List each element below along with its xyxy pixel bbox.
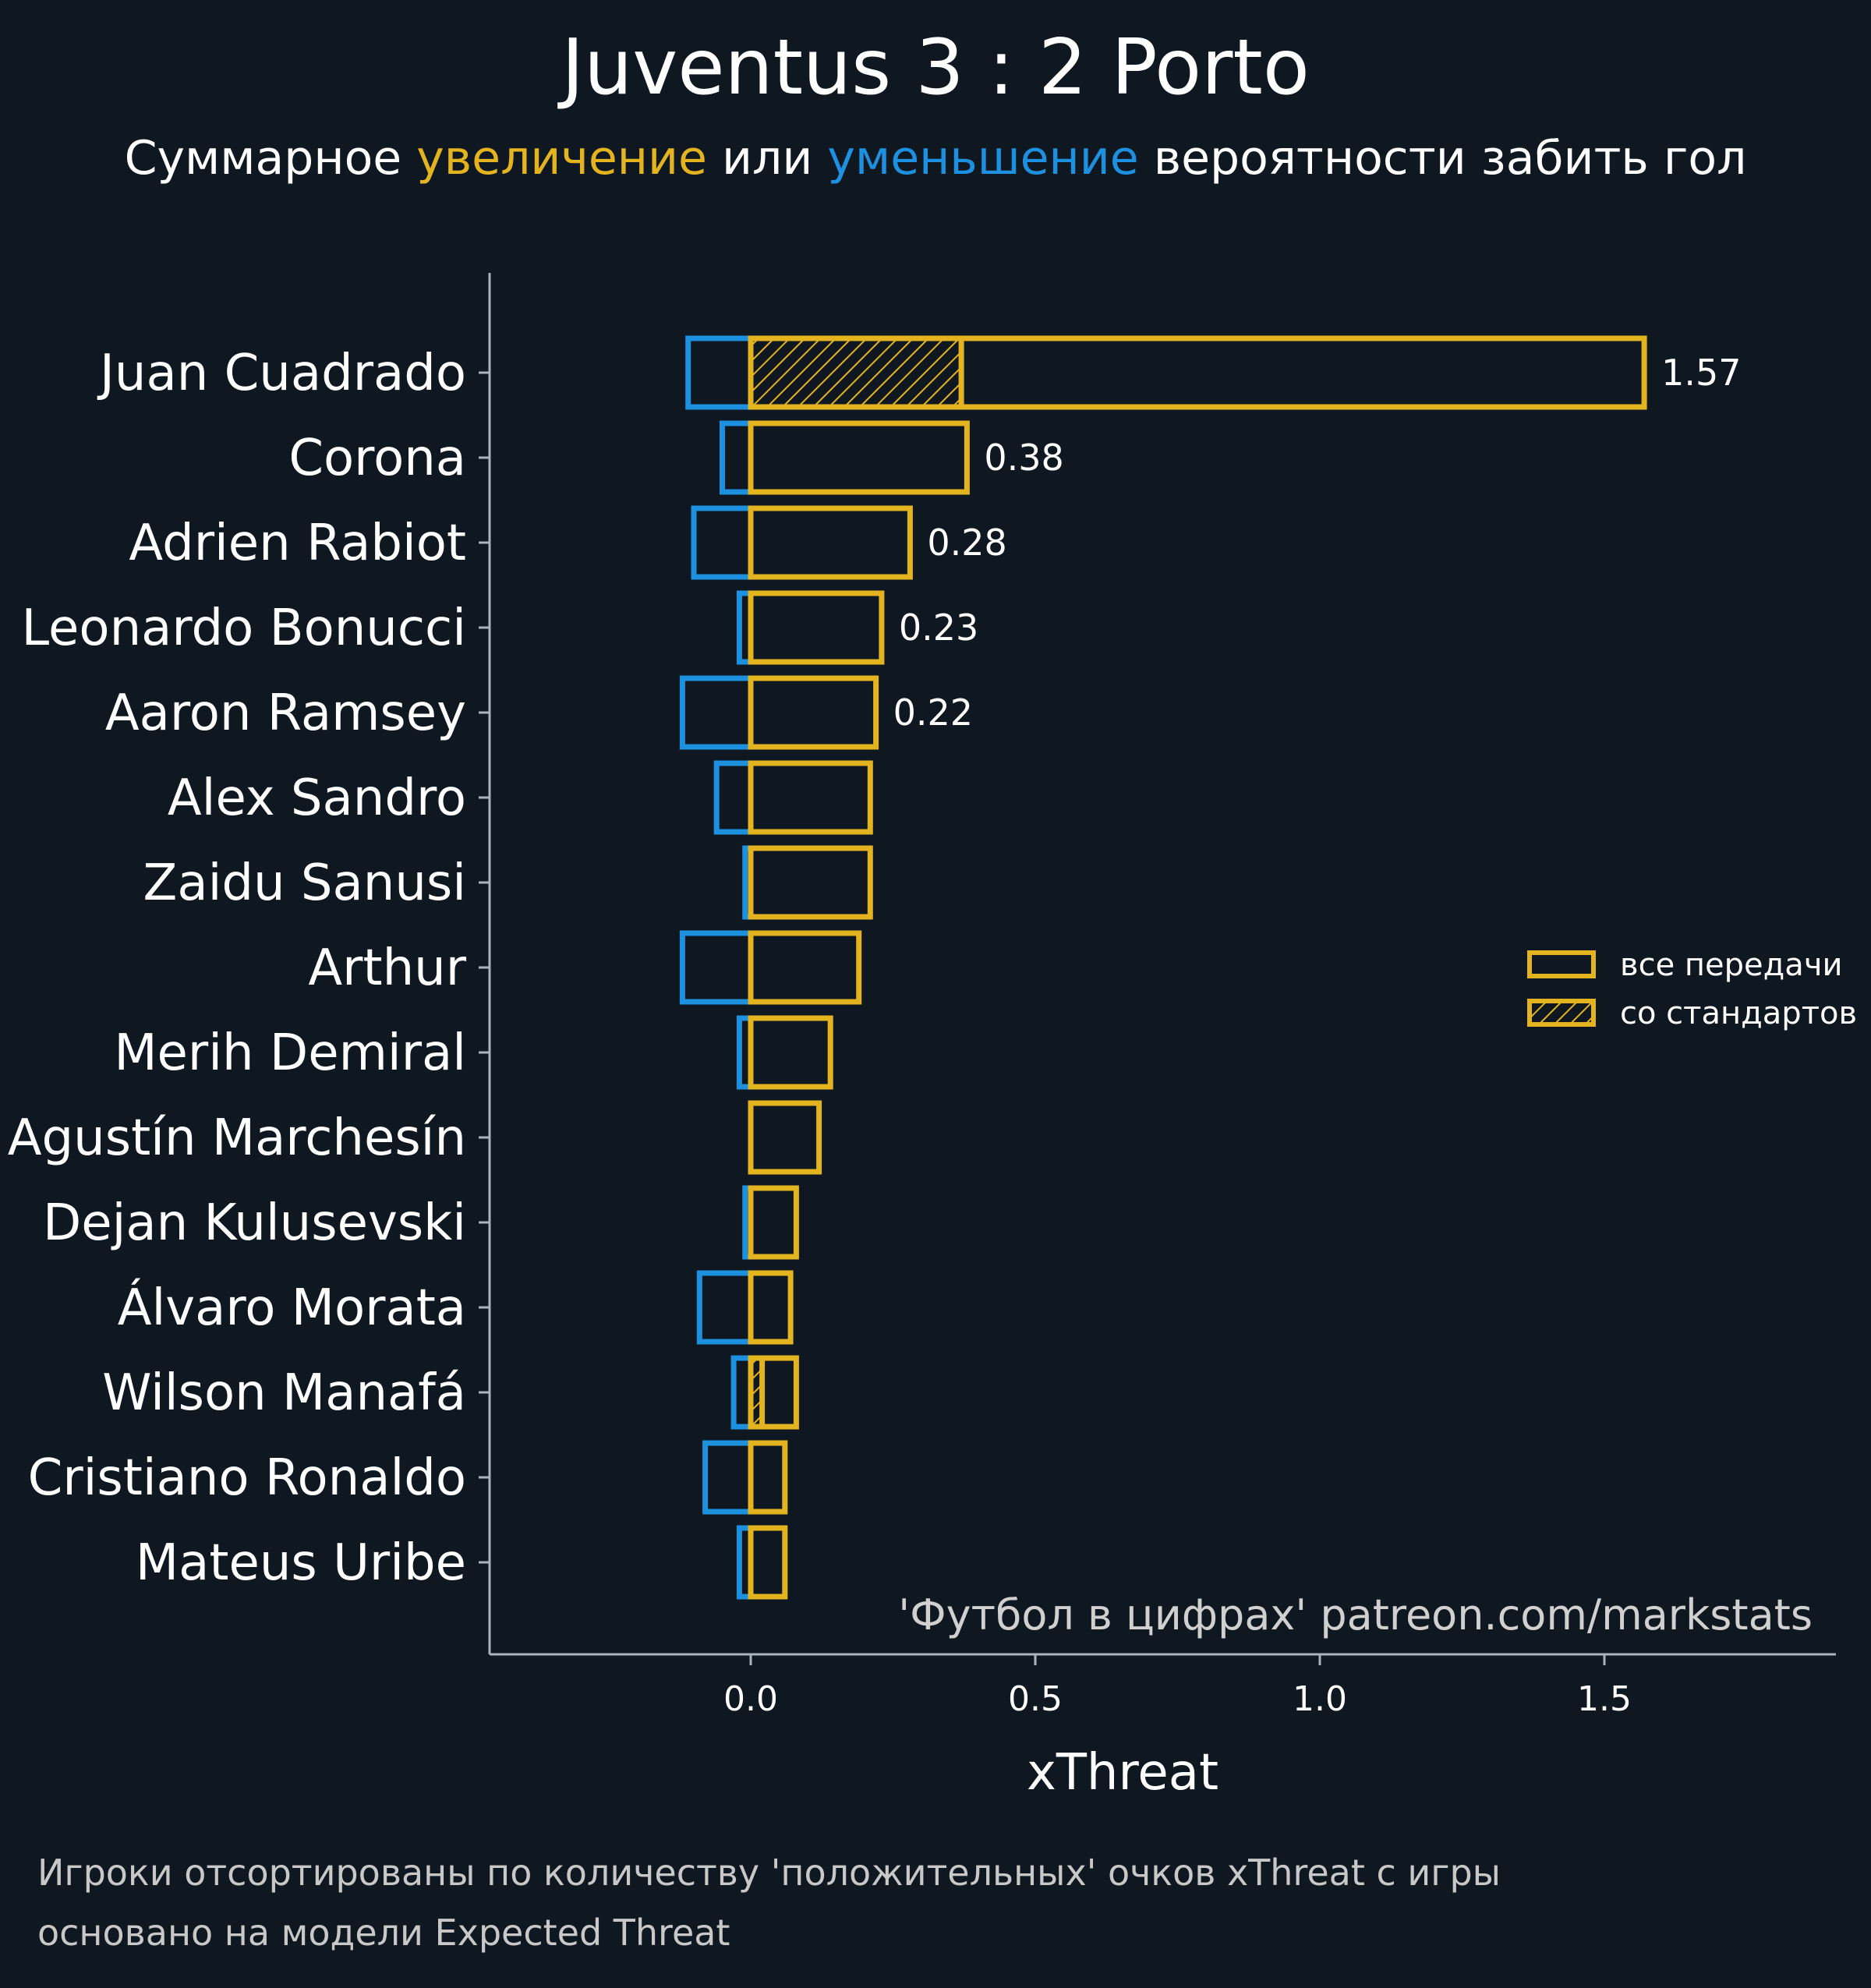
plot-area: 0.0 0.5 1.0 1.5 Juan Cuadrado 1.57 Corona 0.38 A…: [8, 273, 1836, 1719]
y-tick-label: Alex Sandro: [168, 769, 466, 827]
bar-set-pieces: [748, 335, 964, 410]
bar-positive: [748, 505, 913, 580]
legend-label: со стандартов: [1620, 996, 1857, 1031]
x-tick-label: 1.5: [1577, 1679, 1632, 1719]
bar-positive: [748, 1355, 799, 1430]
y-tick-label: Zaidu Sanusi: [143, 854, 466, 912]
bar-positive: [748, 1440, 788, 1515]
footnote-sorting: Игроки отсортированы по количеству 'поло…: [37, 1852, 1501, 1894]
bar-positive: [748, 1100, 822, 1175]
chart-subtitle: Суммарное увеличение или уменьшение веро…: [0, 131, 1871, 186]
y-tick-label: Merih Demiral: [114, 1024, 466, 1082]
legend-swatch-hatched: [1527, 999, 1596, 1027]
data-label: 0.23: [899, 607, 978, 649]
y-tick-label: Wilson Manafá: [102, 1364, 466, 1422]
bar-positive: [748, 1185, 799, 1260]
y-tick-label: Adrien Rabiot: [129, 515, 466, 572]
bar-negative: [720, 420, 754, 495]
bar-negative: [691, 505, 754, 580]
y-tick-label: Dejan Kulusevski: [43, 1194, 466, 1252]
y-tick-label: Arthur: [308, 939, 466, 997]
bar-negative: [679, 930, 754, 1005]
bar-negative: [696, 1270, 754, 1345]
bar-positive: [748, 675, 879, 750]
y-tick-label: Corona: [288, 430, 466, 487]
x-tick-label: 0.5: [1008, 1679, 1063, 1719]
bar-positive: [748, 930, 862, 1005]
bar-negative: [679, 675, 754, 750]
watermark: 'Футбол в цифрах' patreon.com/markstats: [898, 1590, 1813, 1640]
subtitle-part3: вероятности забить гол: [1138, 131, 1747, 186]
bar-positive: [748, 420, 970, 495]
bar-negative: [713, 760, 754, 835]
bar-positive: [748, 590, 885, 665]
bar-positive: [748, 335, 1647, 410]
subtitle-part2: или: [706, 131, 828, 186]
y-tick-label: Cristiano Ronaldo: [28, 1449, 466, 1507]
data-label: 0.38: [984, 437, 1063, 479]
x-axis-title: xThreat: [1027, 1744, 1218, 1802]
subtitle-decrease: уменьшение: [827, 131, 1139, 186]
bar-negative: [702, 1440, 754, 1515]
bar-positive: [748, 1015, 833, 1090]
bar-negative: [685, 335, 754, 410]
bar-positive: [748, 845, 873, 920]
bar-positive: [748, 760, 873, 835]
legend-label: все передачи: [1620, 947, 1842, 983]
data-label: 0.22: [893, 692, 973, 734]
legend: все передачи со стандартов: [1527, 947, 1857, 1031]
y-tick-label: Mateus Uribe: [136, 1534, 466, 1592]
legend-swatch-outline: [1527, 950, 1596, 978]
x-tick-label: 1.0: [1293, 1679, 1347, 1719]
subtitle-part1: Суммарное: [124, 131, 417, 186]
y-tick-label: Leonardo Bonucci: [22, 600, 467, 657]
data-label: 1.57: [1661, 352, 1741, 394]
y-tick-label: Aaron Ramsey: [105, 684, 466, 742]
y-tick-label: Agustín Marchesín: [8, 1109, 466, 1167]
data-label: 0.28: [927, 522, 1006, 564]
bar-positive: [748, 1525, 788, 1600]
x-tick-label: 0.0: [723, 1679, 778, 1719]
chart-title: Juventus 3 : 2 Porto: [561, 23, 1310, 112]
y-tick-label: Juan Cuadrado: [97, 345, 466, 402]
footnote-model: основано на модели Expected Threat: [37, 1912, 730, 1954]
bar-positive: [748, 1270, 794, 1345]
y-tick-label: Álvaro Morata: [118, 1278, 466, 1337]
subtitle-increase: увеличение: [416, 131, 707, 186]
